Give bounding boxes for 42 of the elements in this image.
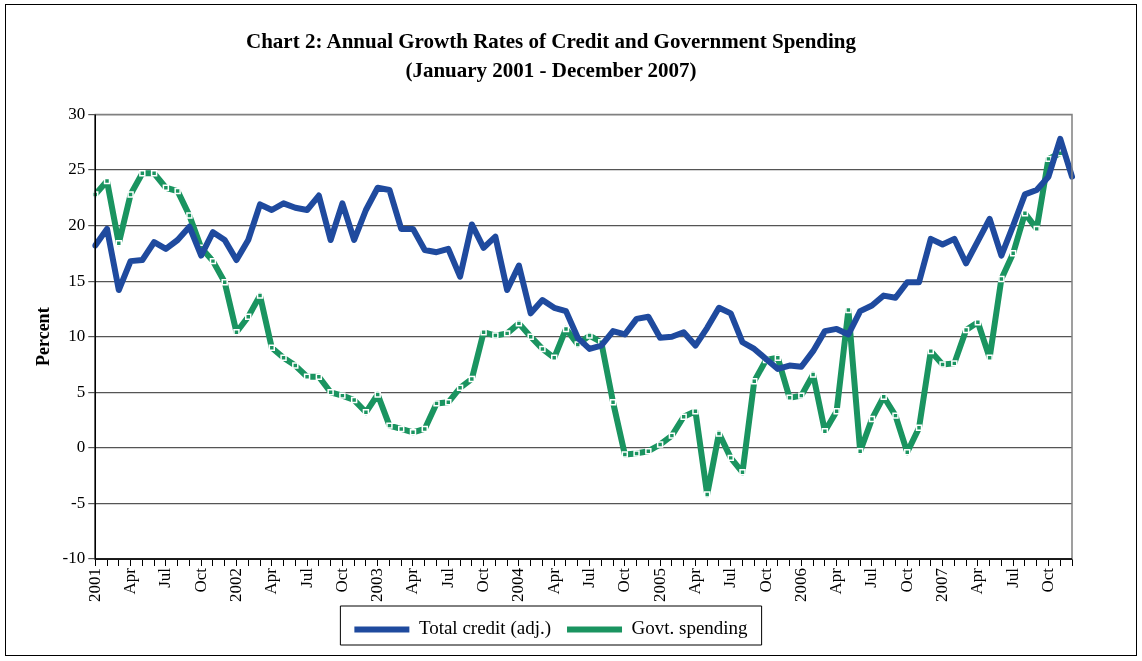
- y-tick-label: 20: [68, 215, 86, 235]
- x-tick-label: 2007: [932, 567, 952, 602]
- x-tick-label: Apr: [402, 567, 422, 595]
- x-tick-label: Jul: [720, 567, 740, 588]
- x-tick-label: Jul: [437, 567, 457, 588]
- x-tick-label: Apr: [684, 567, 704, 595]
- chart-subtitle: (January 2001 - December 2007): [405, 58, 697, 83]
- x-tick-label: Oct: [755, 567, 775, 593]
- x-tick-label: 2003: [367, 568, 387, 602]
- x-tick-label: Oct: [190, 567, 210, 593]
- x-tick-label: Oct: [896, 567, 916, 593]
- x-tick-label: Oct: [473, 567, 493, 593]
- legend-label: Govt. spending: [631, 617, 749, 639]
- x-tick-label: Jul: [296, 567, 316, 588]
- x-tick-label: Oct: [331, 567, 351, 593]
- x-tick-label: Apr: [967, 567, 987, 595]
- x-tick-label: Jul: [155, 567, 175, 588]
- y-tick-label: 5: [76, 381, 86, 401]
- x-tick-label: Jul: [861, 567, 881, 588]
- y-tick-label: 0: [76, 437, 86, 457]
- x-tick-label: Oct: [614, 567, 634, 593]
- x-tick-label: Jul: [578, 567, 598, 588]
- x-tick-label: Jul: [1002, 567, 1022, 588]
- x-tick-label: 2002: [225, 568, 245, 602]
- x-tick-label: 2005: [649, 568, 669, 602]
- y-tick-label: 30: [68, 103, 86, 123]
- y-tick-label: 25: [68, 159, 86, 179]
- x-tick-label: 2006: [790, 568, 810, 602]
- x-tick-label: Apr: [261, 567, 281, 595]
- x-tick-label: 2001: [84, 568, 104, 602]
- legend-label: Total credit (adj.): [418, 617, 552, 640]
- x-tick-label: Oct: [1037, 567, 1057, 593]
- y-axis-title: Percent: [33, 307, 54, 367]
- y-tick-label: 15: [68, 270, 86, 290]
- x-tick-label: 2004: [508, 567, 528, 602]
- x-tick-label: Apr: [826, 567, 846, 595]
- y-tick-label: -5: [71, 492, 86, 512]
- x-tick-label: Apr: [543, 567, 563, 595]
- y-tick-label: -10: [62, 548, 86, 568]
- x-tick-label: Apr: [120, 567, 140, 595]
- y-tick-label: 10: [68, 326, 86, 346]
- chart-title: Chart 2: Annual Growth Rates of Credit and Government Spending: [245, 29, 857, 54]
